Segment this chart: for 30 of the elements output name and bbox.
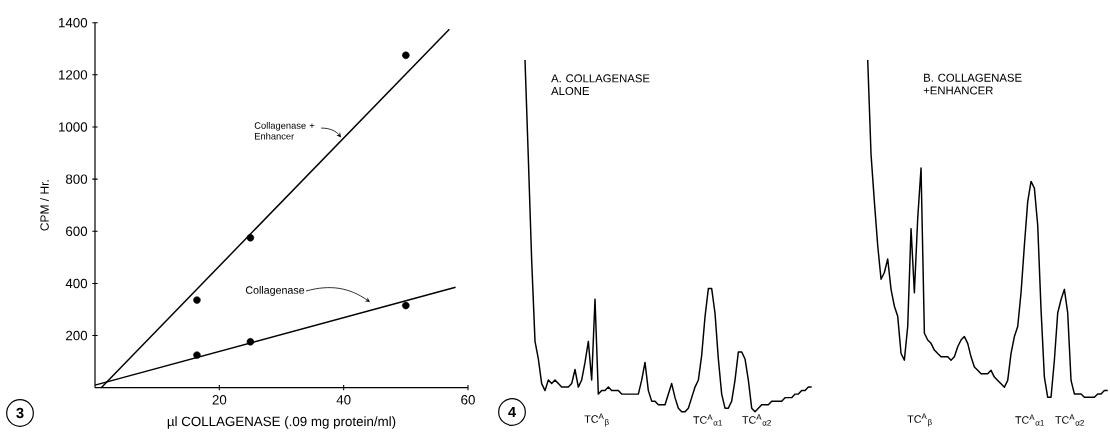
y-tick-label: 200	[66, 330, 88, 341]
y-tick-label: 1000	[58, 122, 88, 132]
text: TC$^{A}$α1	[693, 414, 722, 426]
y-tick-label: 800	[65, 174, 88, 184]
text: TC$^{A}$α2	[742, 414, 771, 426]
point	[246, 338, 255, 346]
point	[193, 351, 201, 359]
text: TC$^{A}$α1	[1015, 414, 1044, 426]
text: TC$^{A}$β	[907, 413, 932, 427]
y-tick-label: 1400	[58, 17, 88, 28]
point	[402, 301, 410, 310]
text: TC$^{A}$β	[584, 413, 609, 427]
text: 3	[16, 407, 24, 419]
y-tick-label: 1200	[58, 70, 88, 80]
text: A. COLLAGENASE ALONE	[551, 74, 650, 96]
x-tick-label: 60	[461, 395, 475, 405]
text: 4	[508, 406, 516, 418]
y-tick-label: 400	[65, 278, 88, 289]
x-tick-label: 40	[336, 395, 351, 405]
text: B. COLLAGENASE +ENHANCER	[923, 73, 1022, 95]
y-tick-label: 600	[66, 226, 88, 236]
y-axis-title: CPM / Hr.	[39, 180, 49, 231]
text: TC$^{A}$α2	[1055, 414, 1084, 426]
point	[402, 51, 410, 60]
x-axis-title: µl COLLAGENASE (.09 mg protein/ml)	[167, 416, 396, 429]
point	[246, 234, 255, 242]
annotation: Collagenase	[245, 286, 305, 296]
annotation: Collagenase + Enhancer	[254, 121, 315, 140]
x-tick-label: 20	[212, 395, 227, 405]
point	[193, 296, 201, 304]
